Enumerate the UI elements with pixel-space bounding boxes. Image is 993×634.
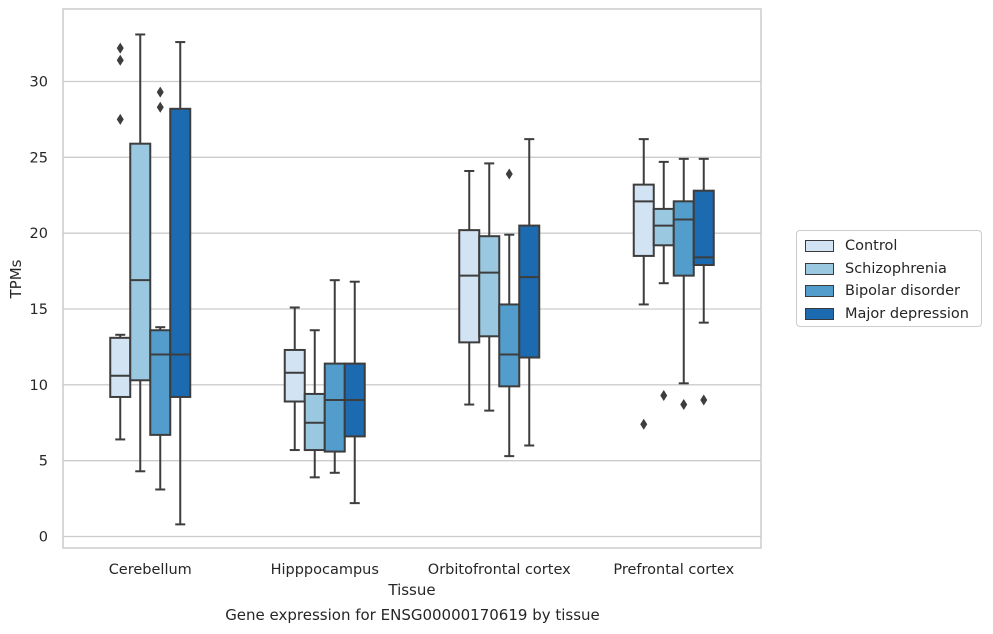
box-iqr (149, 329, 172, 436)
legend-label: Schizophrenia (845, 260, 947, 277)
legend: Control Schizophrenia Bipolar disorder Majo… (796, 230, 982, 327)
box-iqr (672, 200, 695, 277)
box-iqr (518, 224, 541, 359)
x-tick-label: Cerebellum (109, 562, 192, 578)
box-iqr (498, 303, 521, 388)
box-control (458, 169, 481, 406)
outlier-point (680, 399, 688, 411)
box-schizophrenia (478, 162, 501, 412)
box-schizophrenia (652, 160, 675, 401)
outlier-point (116, 113, 124, 125)
box-bipolar-disorder (672, 157, 695, 411)
y-tick-label: 25 (30, 150, 48, 166)
box-major-depression (343, 280, 366, 505)
box-iqr (458, 229, 481, 344)
y-tick-label: 5 (39, 454, 48, 470)
x-tick-label: Hipppocampus (271, 562, 379, 578)
outlier-point (116, 42, 124, 54)
plot-area (62, 8, 762, 549)
y-tick-label: 20 (30, 226, 48, 242)
boxes (109, 33, 715, 526)
box-control (632, 138, 655, 430)
box-iqr (692, 189, 715, 267)
box-bipolar-disorder (149, 86, 172, 491)
box-iqr (169, 107, 192, 398)
y-tick-label: 15 (30, 302, 48, 318)
chart-caption: Gene expression for ENSG00000170619 by t… (225, 606, 600, 624)
outlier-point (156, 101, 164, 113)
box-iqr (323, 362, 346, 453)
y-tick-label: 0 (39, 530, 48, 546)
y-tick-label: 30 (30, 75, 48, 91)
box-control (283, 306, 306, 452)
legend-swatch (805, 285, 834, 298)
legend-swatch (805, 262, 834, 275)
outlier-point (156, 86, 164, 98)
box-iqr (478, 235, 501, 338)
y-axis-label: TPMs (7, 259, 25, 299)
legend-label: Major depression (845, 305, 969, 322)
legend-swatch (805, 307, 834, 320)
x-tick-label: Orbitofrontal cortex (428, 562, 571, 578)
x-axis-label: Tissue (387, 581, 435, 599)
outlier-point (640, 418, 648, 430)
legend-label: Bipolar disorder (845, 283, 960, 300)
box-major-depression (518, 138, 541, 447)
box-iqr (632, 183, 655, 257)
x-axis-ticks: Cerebellum Hipppocampus Orbitofrontal cort… (109, 562, 735, 578)
box-iqr (652, 207, 675, 247)
box-schizophrenia (129, 33, 152, 473)
outlier-point (700, 394, 708, 406)
legend-item: Schizophrenia (805, 258, 981, 281)
legend-label: Control (845, 238, 898, 255)
box-major-depression (169, 41, 192, 526)
box-iqr (129, 142, 152, 382)
y-tick-label: 10 (30, 378, 48, 394)
box-major-depression (692, 157, 715, 406)
outlier-point (660, 389, 668, 401)
legend-item: Major depression (805, 303, 981, 326)
x-tick-label: Prefrontal cortex (613, 562, 734, 578)
box-iqr (109, 336, 132, 398)
y-axis-ticks: 0 5 10 15 20 25 30 (30, 75, 48, 546)
box-bipolar-disorder (498, 168, 521, 458)
legend-item: Bipolar disorder (805, 280, 981, 303)
box-iqr (283, 348, 306, 403)
outlier-point (116, 54, 124, 66)
outlier-point (505, 168, 513, 180)
legend-item: Control (805, 235, 981, 258)
box-schizophrenia (303, 329, 326, 479)
legend-swatch (805, 240, 834, 253)
